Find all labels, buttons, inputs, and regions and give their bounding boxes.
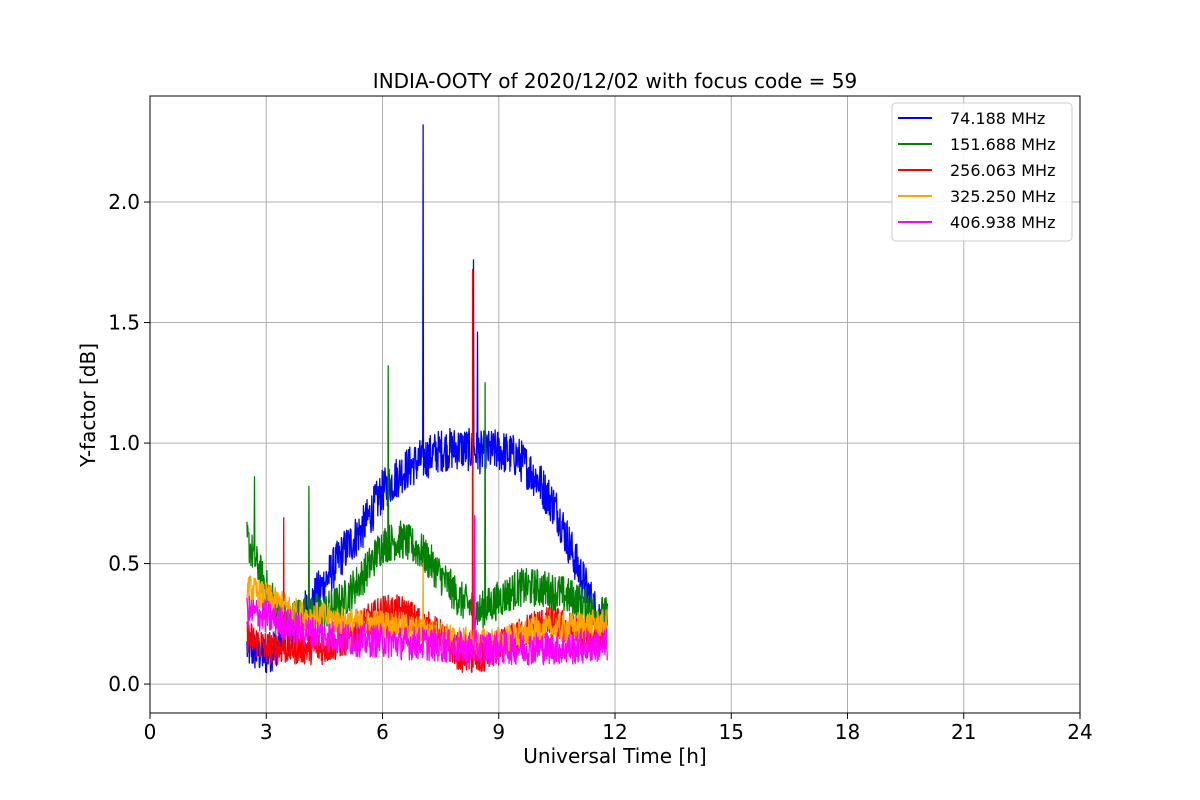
legend-label: 406.938 MHz — [950, 213, 1055, 232]
legend-label: 325.250 MHz — [950, 187, 1055, 206]
x-tick-label: 3 — [260, 720, 273, 744]
series-line — [246, 514, 608, 666]
x-tick-label: 0 — [144, 720, 157, 744]
x-tick-label: 6 — [376, 720, 389, 744]
y-tick-label: 1.5 — [108, 311, 140, 335]
legend: 74.188 MHz 151.688 MHz 256.063 MHz 325.250 … — [891, 102, 1073, 242]
series-line — [246, 562, 608, 658]
x-tick-label: 24 — [1067, 720, 1092, 744]
series-line — [246, 124, 608, 674]
chart-title: INDIA-OOTY of 2020/12/02 with focus code… — [373, 69, 857, 93]
y-tick-label: 0.0 — [108, 672, 140, 696]
x-axis-label: Universal Time [h] — [523, 744, 706, 768]
x-tick-label: 18 — [835, 720, 860, 744]
legend-label: 74.188 MHz — [950, 109, 1045, 128]
legend-label: 256.063 MHz — [950, 161, 1055, 180]
y-axis-label: Y-factor [dB] — [76, 343, 100, 468]
x-axis-ticks: 0 3 6 9 12 15 18 21 24 — [144, 713, 1093, 744]
y-tick-label: 2.0 — [108, 190, 140, 214]
x-tick-label: 9 — [492, 720, 505, 744]
legend-box — [891, 102, 1073, 242]
x-tick-label: 15 — [719, 720, 744, 744]
y-axis-ticks: 0.0 0.5 1.0 1.5 2.0 — [108, 190, 150, 696]
series-layer — [246, 124, 608, 674]
x-tick-label: 21 — [951, 720, 976, 744]
x-tick-label: 12 — [602, 720, 627, 744]
legend-label: 151.688 MHz — [950, 135, 1055, 154]
series-line — [246, 268, 608, 673]
y-tick-label: 1.0 — [108, 431, 140, 455]
y-tick-label: 0.5 — [108, 552, 140, 576]
